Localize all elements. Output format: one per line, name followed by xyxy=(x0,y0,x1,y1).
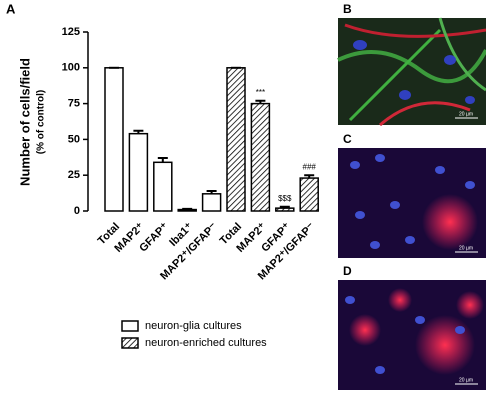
legend-swatch xyxy=(121,320,139,332)
bar xyxy=(226,67,246,212)
significance-label: ### xyxy=(303,162,317,171)
significance-label: $$$ xyxy=(278,194,292,203)
legend-label: neuron-glia cultures xyxy=(145,320,242,332)
panel-label: D xyxy=(343,264,352,278)
scale-label: 20 µm xyxy=(459,377,473,383)
legend-swatch xyxy=(121,337,139,349)
y-axis-title: Number of cells/field xyxy=(17,58,32,186)
error-bar xyxy=(279,205,290,209)
error-bar xyxy=(157,157,168,163)
y-tick-label: 100 xyxy=(62,62,80,74)
panel-label: A xyxy=(6,1,16,16)
significance-label: *** xyxy=(256,88,265,97)
image-b xyxy=(337,17,486,127)
bar xyxy=(153,161,173,212)
bar xyxy=(104,67,124,212)
error-bar xyxy=(133,129,144,134)
scale-label: 20 µm xyxy=(459,245,473,251)
image-d xyxy=(338,280,486,390)
error-bar xyxy=(304,174,315,179)
bar xyxy=(128,132,149,212)
bar xyxy=(201,193,222,212)
scale-label: 20 µm xyxy=(459,111,473,117)
panel-label: C xyxy=(343,132,352,146)
bar xyxy=(250,102,271,212)
y-tick-label: 50 xyxy=(68,133,80,145)
y-axis-subtitle: (% of control) xyxy=(36,90,47,154)
y-tick-label: 125 xyxy=(62,26,80,38)
bar xyxy=(299,177,319,212)
image-labels: B 20 µm C 20 µm D 20 µm xyxy=(343,2,478,385)
panel-label: B xyxy=(343,2,352,16)
y-tick-label: 25 xyxy=(68,169,80,181)
bar xyxy=(275,207,295,212)
error-bar xyxy=(206,189,217,194)
error-bar xyxy=(255,99,266,104)
image-c xyxy=(338,148,486,258)
legend-label: neuron-enriched cultures xyxy=(145,337,267,349)
error-bar xyxy=(182,207,193,210)
y-tick-label: 0 xyxy=(74,205,80,217)
y-tick-label: 75 xyxy=(68,98,80,110)
